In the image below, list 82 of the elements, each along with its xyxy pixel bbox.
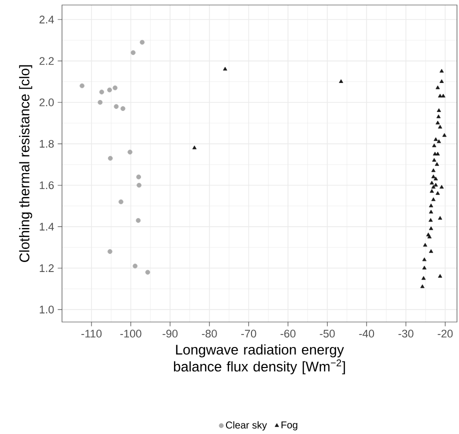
- point: [428, 210, 434, 214]
- point: [440, 79, 444, 83]
- point: [128, 150, 132, 154]
- point: [108, 156, 113, 161]
- point: [136, 218, 141, 223]
- point: [438, 124, 442, 129]
- point: [434, 176, 438, 180]
- point: [431, 197, 436, 202]
- point: [422, 266, 426, 270]
- point: [440, 184, 444, 189]
- point: [436, 120, 440, 124]
- point: [80, 83, 84, 88]
- y-tick-label: 2.0: [40, 98, 54, 106]
- point: [108, 249, 112, 254]
- point: [422, 257, 426, 262]
- point: [98, 100, 103, 105]
- point: [431, 174, 436, 178]
- x-tick-label: -80: [202, 330, 217, 338]
- point: [438, 274, 442, 278]
- point: [223, 66, 228, 71]
- point: [107, 88, 112, 92]
- x-tick-label: -70: [241, 330, 256, 338]
- point: [436, 152, 440, 156]
- x-tick-label: -100: [120, 330, 142, 338]
- y-tick-label: 1.4: [40, 222, 54, 230]
- point: [428, 218, 433, 222]
- y-tick-label: 1.0: [40, 306, 54, 314]
- y-tick-label: 2.4: [40, 16, 54, 24]
- x-tick-label: -20: [438, 330, 453, 338]
- point: [430, 189, 434, 193]
- legend-label: Clear sky: [226, 421, 267, 431]
- x-axis-title: Longwave radiation energy balance flux density [Wm$^{−2}$]: [174, 344, 345, 374]
- x-tick-label: -40: [359, 330, 374, 338]
- point: [112, 85, 118, 90]
- point: [132, 264, 138, 268]
- y-axis-title: Clothing thermal resistance [clo]: [19, 65, 32, 262]
- x-tick-label: -110: [81, 330, 102, 338]
- point: [436, 191, 440, 195]
- point: [338, 79, 344, 83]
- point: [436, 85, 440, 90]
- point: [430, 180, 434, 184]
- point: [421, 276, 426, 280]
- point: [438, 94, 442, 98]
- point: [130, 50, 136, 56]
- x-tick-label: -90: [162, 330, 178, 338]
- point: [431, 168, 436, 172]
- point: [428, 226, 434, 230]
- point: [120, 106, 126, 111]
- point: [434, 182, 438, 187]
- point: [423, 242, 428, 247]
- y-tick-label: 1.8: [40, 140, 54, 148]
- point: [436, 114, 441, 118]
- point: [140, 40, 145, 45]
- point: [118, 199, 124, 204]
- legend-label: Fog: [282, 421, 298, 430]
- y-tick-label: 2.2: [40, 57, 54, 65]
- point: [428, 249, 434, 253]
- point: [420, 284, 425, 288]
- point: [428, 204, 434, 208]
- point: [432, 158, 436, 162]
- point: [136, 174, 142, 180]
- point: [432, 144, 436, 148]
- x-tick-label: -30: [398, 330, 414, 338]
- point: [436, 139, 442, 144]
- point: [431, 184, 436, 189]
- point: [441, 94, 446, 98]
- x-tick-label: -60: [280, 330, 296, 338]
- x-tick-label: -50: [320, 330, 335, 338]
- point: [192, 146, 197, 150]
- point: [434, 137, 438, 141]
- point: [427, 234, 432, 238]
- y-tick-label: 1.6: [40, 181, 54, 190]
- point: [436, 108, 442, 112]
- point: [434, 162, 440, 166]
- point: [136, 182, 142, 188]
- point: [145, 270, 150, 275]
- point: [438, 216, 442, 220]
- point: [114, 104, 119, 109]
- point: [99, 90, 104, 94]
- y-tick-label: 1.2: [40, 264, 54, 272]
- point: [442, 133, 447, 137]
- point: [440, 68, 444, 73]
